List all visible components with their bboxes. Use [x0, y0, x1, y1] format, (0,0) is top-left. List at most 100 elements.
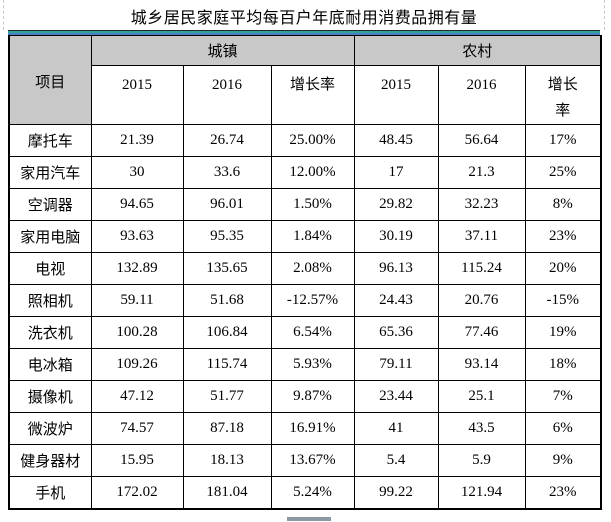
value-cell[interactable]: 41: [353, 412, 439, 445]
value-cell[interactable]: 25%: [524, 156, 602, 189]
value-cell[interactable]: 18.13: [182, 444, 272, 477]
value-cell[interactable]: 77.46: [437, 316, 526, 349]
rural-2016-header[interactable]: 2016: [437, 65, 526, 125]
value-cell[interactable]: 94.65: [90, 188, 184, 221]
value-cell[interactable]: 5.93%: [270, 348, 355, 381]
item-cell[interactable]: 照相机: [8, 284, 92, 317]
value-cell[interactable]: 181.04: [182, 476, 272, 509]
value-cell[interactable]: 15.95: [90, 444, 184, 477]
value-cell[interactable]: 16.91%: [270, 412, 355, 445]
value-cell[interactable]: 18%: [524, 348, 602, 381]
urban-2016-header[interactable]: 2016: [182, 65, 272, 125]
value-cell[interactable]: 93.63: [90, 220, 184, 253]
urban-group-header[interactable]: 城镇: [90, 35, 355, 66]
value-cell[interactable]: 32.23: [437, 188, 526, 221]
value-cell[interactable]: 29.82: [353, 188, 439, 221]
value-cell[interactable]: 30: [90, 156, 184, 189]
item-cell[interactable]: 手机: [8, 476, 92, 509]
item-cell[interactable]: 健身器材: [8, 444, 92, 477]
value-cell[interactable]: 96.13: [353, 252, 439, 285]
rural-group-header[interactable]: 农村: [353, 35, 602, 66]
value-cell[interactable]: 33.6: [182, 156, 272, 189]
value-cell[interactable]: 24.43: [353, 284, 439, 317]
value-cell[interactable]: 7%: [524, 380, 602, 413]
value-cell[interactable]: 13.67%: [270, 444, 355, 477]
value-cell[interactable]: 172.02: [90, 476, 184, 509]
value-cell[interactable]: 5.24%: [270, 476, 355, 509]
value-cell[interactable]: 8%: [524, 188, 602, 221]
value-cell[interactable]: 5.9: [437, 444, 526, 477]
value-cell[interactable]: -15%: [524, 284, 602, 317]
value-cell[interactable]: 47.12: [90, 380, 184, 413]
item-cell[interactable]: 电冰箱: [8, 348, 92, 381]
value-cell[interactable]: 5.4: [353, 444, 439, 477]
item-cell[interactable]: 摄像机: [8, 380, 92, 413]
value-cell[interactable]: 59.11: [90, 284, 184, 317]
urban-growth-header[interactable]: 增长率: [270, 65, 355, 125]
value-cell[interactable]: 25.1: [437, 380, 526, 413]
value-cell[interactable]: 135.65: [182, 252, 272, 285]
urban-2015-header[interactable]: 2015: [90, 65, 184, 125]
value-cell[interactable]: 1.50%: [270, 188, 355, 221]
value-cell[interactable]: 93.14: [437, 348, 526, 381]
value-cell[interactable]: 23.44: [353, 380, 439, 413]
value-cell[interactable]: 26.74: [182, 124, 272, 157]
value-cell[interactable]: 115.24: [437, 252, 526, 285]
value-cell[interactable]: 99.22: [353, 476, 439, 509]
value-cell[interactable]: 74.57: [90, 412, 184, 445]
value-cell[interactable]: 109.26: [90, 348, 184, 381]
item-cell[interactable]: 微波炉: [8, 412, 92, 445]
value-cell[interactable]: 121.94: [437, 476, 526, 509]
table-title[interactable]: 城乡居民家庭平均每百户年底耐用消费品拥有量: [130, 10, 478, 27]
value-cell[interactable]: 48.45: [353, 124, 439, 157]
horizontal-scrollbar-thumb[interactable]: [287, 517, 331, 521]
value-cell[interactable]: 37.11: [437, 220, 526, 253]
value-cell[interactable]: 21.3: [437, 156, 526, 189]
item-cell[interactable]: 电视: [8, 252, 92, 285]
value-cell[interactable]: 23%: [524, 220, 602, 253]
value-cell[interactable]: 51.77: [182, 380, 272, 413]
value-cell[interactable]: 21.39: [90, 124, 184, 157]
value-cell[interactable]: 9.87%: [270, 380, 355, 413]
value-cell[interactable]: 51.68: [182, 284, 272, 317]
value-cell[interactable]: 9%: [524, 444, 602, 477]
value-cell[interactable]: 17%: [524, 124, 602, 157]
value-cell[interactable]: 43.5: [437, 412, 526, 445]
value-cell[interactable]: 96.01: [182, 188, 272, 221]
value-cell[interactable]: 132.89: [90, 252, 184, 285]
item-cell[interactable]: 摩托车: [8, 124, 92, 157]
value-cell[interactable]: 65.36: [353, 316, 439, 349]
value-cell[interactable]: 12.00%: [270, 156, 355, 189]
value-cell[interactable]: 79.11: [353, 348, 439, 381]
table-top-accent-border: [8, 30, 600, 35]
value-cell[interactable]: 115.74: [182, 348, 272, 381]
data-table: 项目 城镇 农村 2015 2016 增长率 2015 2016 增长率 摩托车…: [8, 35, 603, 510]
value-cell[interactable]: 20.76: [437, 284, 526, 317]
value-cell[interactable]: 1.84%: [270, 220, 355, 253]
value-cell[interactable]: 25.00%: [270, 124, 355, 157]
item-cell[interactable]: 家用汽车: [8, 156, 92, 189]
value-cell[interactable]: 87.18: [182, 412, 272, 445]
value-cell[interactable]: 56.64: [437, 124, 526, 157]
value-cell[interactable]: 2.08%: [270, 252, 355, 285]
item-cell[interactable]: 洗衣机: [8, 316, 92, 349]
value-cell[interactable]: 100.28: [90, 316, 184, 349]
value-cell[interactable]: 17: [353, 156, 439, 189]
item-column-header[interactable]: 项目: [8, 35, 92, 125]
table-row: 家用汽车 30 33.6 12.00% 17 21.3 25%: [8, 156, 602, 189]
item-cell[interactable]: 家用电脑: [8, 220, 92, 253]
header-group-row: 项目 城镇 农村: [8, 35, 602, 125]
value-cell[interactable]: -12.57%: [270, 284, 355, 317]
item-cell[interactable]: 空调器: [8, 188, 92, 221]
value-cell[interactable]: 20%: [524, 252, 602, 285]
value-cell[interactable]: 30.19: [353, 220, 439, 253]
value-cell[interactable]: 6%: [524, 412, 602, 445]
value-cell[interactable]: 106.84: [182, 316, 272, 349]
value-cell[interactable]: 23%: [524, 476, 602, 509]
value-cell[interactable]: 95.35: [182, 220, 272, 253]
rural-2015-header[interactable]: 2015: [353, 65, 439, 125]
value-cell[interactable]: 19%: [524, 316, 602, 349]
rural-growth-header[interactable]: 增长率: [524, 65, 602, 125]
value-cell[interactable]: 6.54%: [270, 316, 355, 349]
